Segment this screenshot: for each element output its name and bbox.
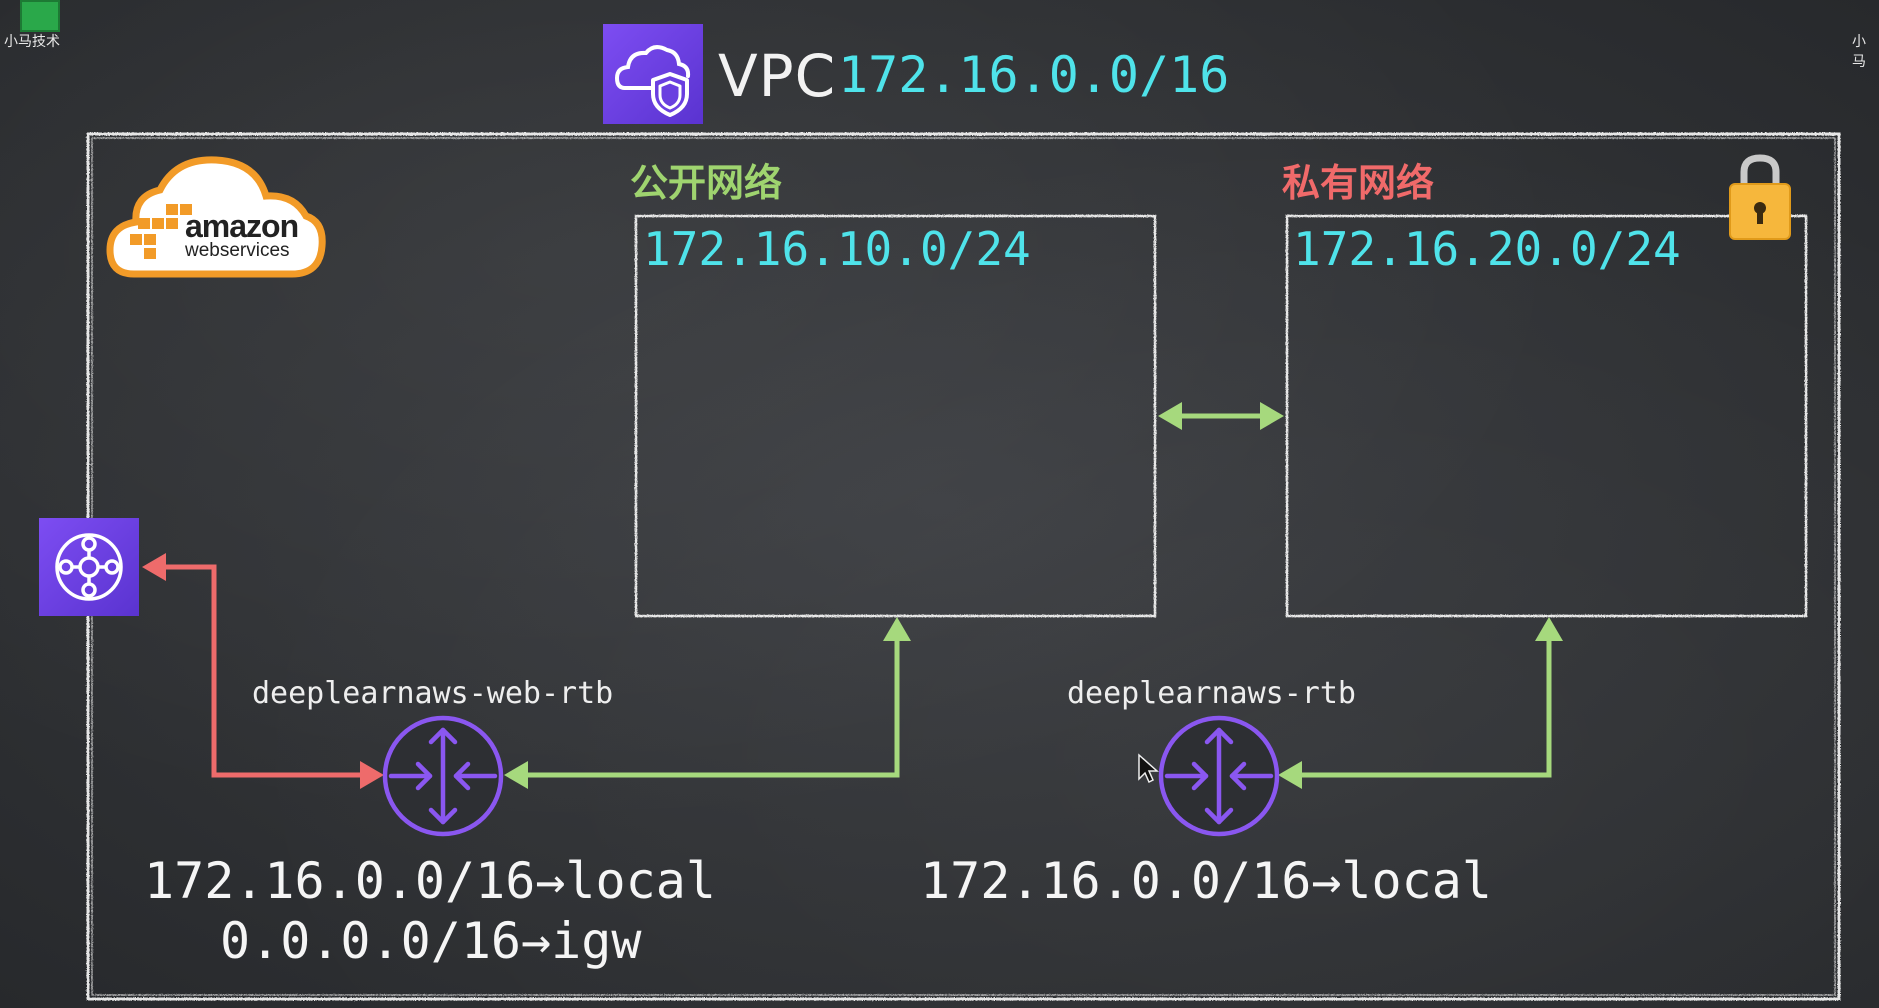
- aws-logo-sub-text: webservices: [185, 240, 290, 261]
- web-route-entry: 172.16.0.0/16→local: [144, 852, 716, 910]
- overlay-app-icon[interactable]: [20, 0, 60, 32]
- vpc-title: VPC: [718, 42, 837, 110]
- overlay-app-label-right: 小马: [1852, 34, 1866, 70]
- private-route-entry: 172.16.0.0/16→local: [920, 852, 1492, 910]
- private-subnet-title: 私有网络: [1282, 161, 1435, 205]
- aws-logo-main-text: amazon: [185, 208, 299, 244]
- public-subnet-title: 公开网络: [630, 161, 783, 205]
- private-router-icon: [1158, 715, 1280, 837]
- internet-gateway-icon: [39, 518, 139, 616]
- vpc-cidr: 172.16.0.0/16: [838, 46, 1230, 104]
- public-subnet-cidr: 172.16.10.0/24: [643, 222, 1031, 276]
- vpc-cloud-shield-icon: [603, 24, 703, 124]
- public-route-arrow: [504, 617, 911, 789]
- overlay-app-label-left: 小马技术: [4, 34, 60, 50]
- aws-cloud-logo: [106, 156, 326, 278]
- web-route-table-name: deeplearnaws-web-rtb: [252, 676, 614, 711]
- subnet-link-arrow: [1158, 402, 1284, 430]
- private-subnet-box: [1285, 214, 1808, 618]
- private-route-arrow: [1278, 617, 1563, 789]
- web-router-icon: [382, 715, 504, 837]
- mouse-cursor-icon: [1138, 753, 1159, 784]
- private-route-table-name: deeplearnaws-rtb: [1067, 676, 1356, 711]
- public-subnet-box: [634, 214, 1157, 618]
- web-route-entry: 0.0.0.0/16→igw: [220, 912, 642, 970]
- padlock-icon: [1729, 154, 1791, 240]
- private-subnet-cidr: 172.16.20.0/24: [1293, 222, 1681, 276]
- igw-route-arrow: [142, 553, 384, 789]
